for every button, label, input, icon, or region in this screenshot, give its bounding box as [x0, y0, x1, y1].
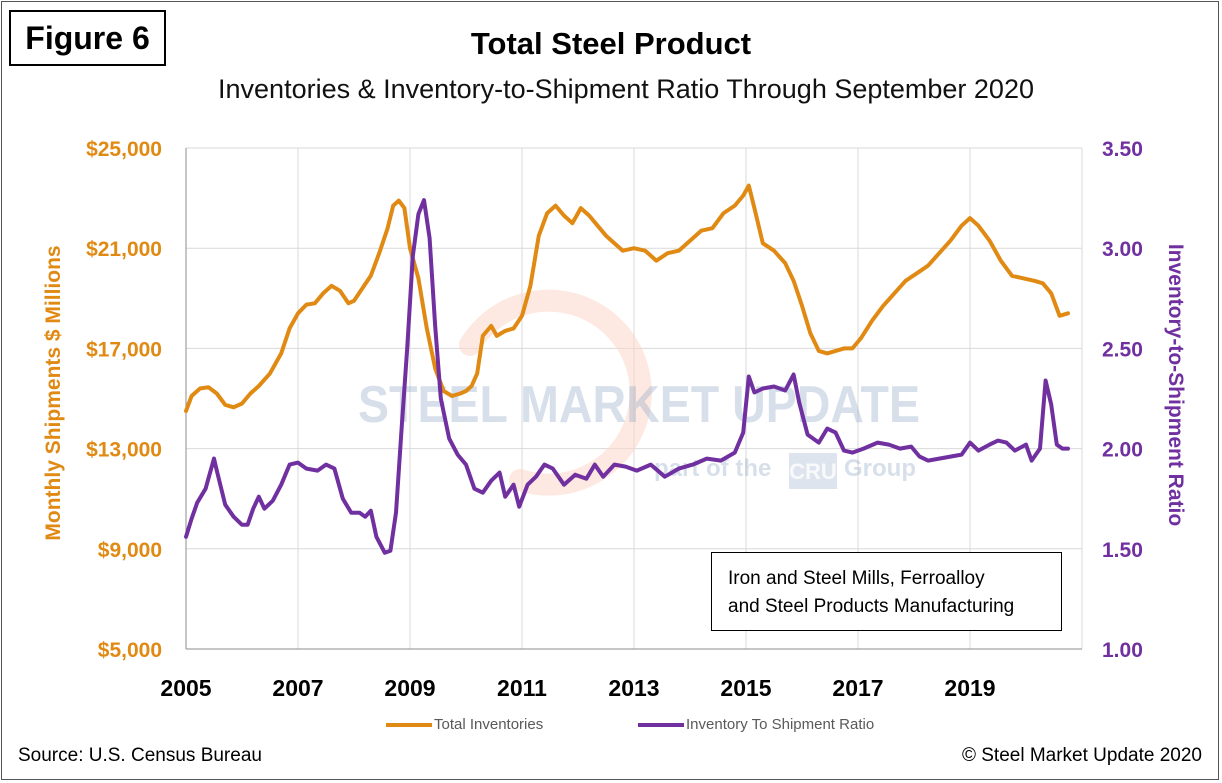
y-left-tick-label: $25,000 — [86, 138, 162, 161]
legend-swatch-inventories — [386, 722, 432, 727]
annotation-line-1: Iron and Steel Mills, Ferroalloy — [728, 568, 985, 589]
y-right-tick-label: 3.50 — [1102, 138, 1143, 161]
y-right-tick-label: 2.00 — [1102, 439, 1143, 462]
annotation-box: Iron and Steel Mills, Ferroalloy and Ste… — [711, 552, 1062, 631]
watermark-logo: STEEL MARKET UPDATE part of the CRU Grou… — [358, 289, 920, 496]
watermark-cru-box — [789, 453, 837, 489]
y-left-tick-label: $5,000 — [98, 639, 162, 662]
watermark-brand: STEEL MARKET UPDATE — [358, 376, 920, 434]
x-tick-label: 2011 — [497, 675, 547, 701]
y-left-tick-label: $17,000 — [86, 338, 162, 361]
y-right-tick-label: 3.00 — [1102, 238, 1143, 261]
legend-item-ratio: Inventory To Shipment Ratio — [638, 716, 874, 733]
y-left-tick-label: $9,000 — [98, 539, 162, 562]
series-line-ratio — [184, 198, 1070, 555]
legend-label-inventories: Total Inventories — [434, 716, 544, 733]
watermark-tagline-suffix: Group — [844, 455, 916, 482]
y-axis-right-title: Inventory-to-Shipment Ratio — [1164, 243, 1187, 527]
source-note: Source: U.S. Census Bureau — [18, 745, 262, 766]
chart-title: Total Steel Product — [470, 26, 752, 61]
legend-swatch-ratio — [638, 722, 684, 727]
y-left-tick-label: $13,000 — [86, 439, 162, 462]
legend-label-ratio: Inventory To Shipment Ratio — [686, 716, 875, 733]
y-right-tick-label: 1.50 — [1102, 539, 1143, 562]
legend-item-inventories: Total Inventories — [386, 716, 543, 733]
x-tick-label: 2007 — [272, 675, 323, 701]
x-tick-label: 2005 — [160, 675, 211, 701]
x-tick-label: 2009 — [384, 675, 435, 701]
y-right-tick-label: 1.00 — [1102, 639, 1143, 662]
series-line-inventories — [184, 183, 1070, 413]
legend: Total Inventories Inventory To Shipment … — [0, 716, 1222, 736]
y-left-tick-label: $21,000 — [86, 238, 162, 261]
x-tick-label: 2015 — [720, 675, 771, 701]
x-tick-label: 2013 — [608, 675, 659, 701]
x-tick-label: 2019 — [944, 675, 995, 701]
x-tick-label: 2017 — [832, 675, 883, 701]
annotation-line-2: and Steel Products Manufacturing — [728, 596, 1015, 617]
watermark-tagline-cru: CRU — [789, 459, 837, 484]
chart-subtitle: Inventories & Inventory-to-Shipment Rati… — [218, 74, 1034, 104]
figure-label: Figure 6 — [9, 10, 166, 66]
y-axis-left-title: Monthly Shipments $ Millions — [42, 245, 65, 541]
y-right-tick-label: 2.50 — [1102, 338, 1143, 361]
copyright-note: © Steel Market Update 2020 — [961, 745, 1202, 766]
